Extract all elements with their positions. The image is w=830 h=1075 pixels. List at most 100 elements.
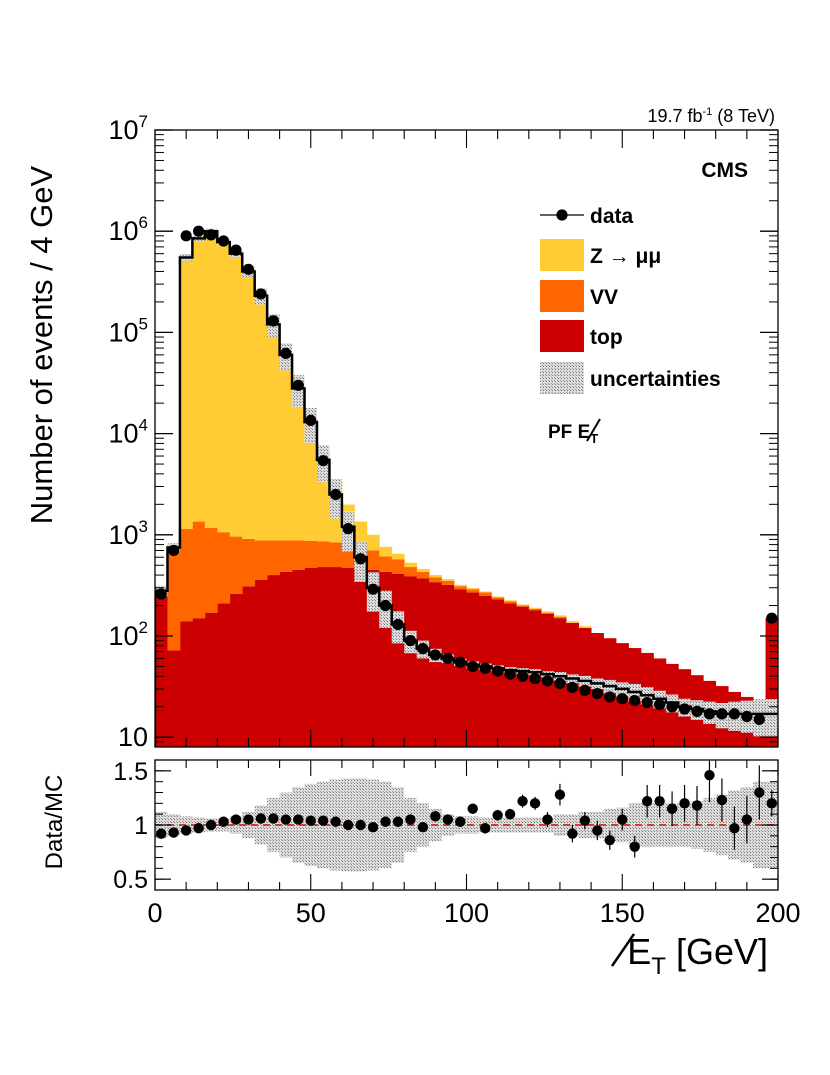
data-point bbox=[404, 635, 417, 647]
legend-label: VV bbox=[590, 286, 618, 309]
data-point bbox=[703, 708, 716, 720]
bar bbox=[466, 589, 480, 593]
bar bbox=[416, 571, 430, 579]
bar bbox=[416, 568, 430, 572]
ratio-point bbox=[741, 814, 753, 825]
ratio-y-tick-label: 1 bbox=[134, 812, 148, 840]
ratio-point bbox=[529, 798, 541, 809]
ratio-point bbox=[218, 816, 229, 827]
data-point bbox=[267, 315, 279, 327]
bar bbox=[167, 547, 181, 651]
data-point bbox=[417, 643, 429, 655]
bar bbox=[578, 626, 592, 628]
bar bbox=[267, 575, 280, 747]
bar bbox=[391, 559, 405, 574]
ratio-point bbox=[255, 813, 267, 824]
data-point bbox=[678, 703, 691, 715]
mc-total-outline bbox=[155, 229, 778, 747]
ratio-point bbox=[542, 814, 553, 825]
data-point bbox=[654, 698, 666, 711]
x-axis-title: ET [GeV] bbox=[627, 931, 768, 980]
bar bbox=[192, 238, 206, 522]
x-tick-label: 150 bbox=[600, 898, 645, 928]
lumi-exponent: -1 bbox=[703, 106, 713, 118]
data-point bbox=[180, 230, 192, 242]
y-tick-label: 104 bbox=[108, 416, 148, 449]
legend-item-uncertainties: uncertainties bbox=[540, 362, 721, 394]
bar bbox=[192, 618, 206, 747]
pf-met-label: PF ET bbox=[548, 422, 598, 446]
bar bbox=[292, 386, 305, 541]
bar bbox=[553, 616, 567, 619]
data-point bbox=[766, 612, 778, 624]
legend-label: top bbox=[590, 326, 623, 349]
data-point bbox=[280, 347, 292, 360]
bar bbox=[478, 592, 492, 596]
bar bbox=[441, 579, 455, 581]
pf-sub: T bbox=[590, 431, 598, 446]
ratio-point bbox=[691, 800, 703, 811]
pf-slash bbox=[586, 418, 601, 442]
bar bbox=[292, 569, 305, 747]
ratio-band-bin bbox=[503, 817, 517, 833]
data-point bbox=[728, 708, 740, 720]
bar bbox=[254, 579, 268, 747]
bar bbox=[379, 546, 393, 557]
bar bbox=[416, 578, 430, 747]
bar bbox=[503, 601, 517, 604]
main-axes: 10 102 103 104 105 106 107 bbox=[108, 112, 779, 752]
data-point bbox=[255, 288, 267, 300]
legend: data Z → μμ VV top uncertainties bbox=[540, 205, 721, 394]
ratio-point bbox=[641, 795, 653, 807]
ratio-point bbox=[405, 814, 416, 825]
ratio-band-bin bbox=[628, 803, 641, 847]
ratio-point bbox=[704, 769, 715, 781]
bar bbox=[229, 253, 243, 537]
ratio-point bbox=[666, 803, 678, 814]
x-axis-sub: T bbox=[651, 953, 666, 980]
bar bbox=[541, 611, 555, 613]
legend-swatch bbox=[540, 362, 584, 394]
bar bbox=[304, 419, 318, 541]
x-tick-label: 0 bbox=[147, 898, 162, 928]
data-point bbox=[753, 713, 765, 725]
pf-prefix: PF bbox=[548, 422, 572, 443]
bar bbox=[304, 567, 318, 747]
ratio-point bbox=[629, 841, 640, 852]
bar bbox=[192, 521, 206, 619]
bar bbox=[516, 604, 530, 606]
bar bbox=[566, 621, 580, 623]
legend-swatch bbox=[540, 320, 584, 352]
bar bbox=[217, 532, 231, 604]
data-point bbox=[566, 681, 579, 694]
x-tick-label: 100 bbox=[444, 898, 489, 928]
data-point bbox=[467, 660, 479, 673]
legend-swatch bbox=[540, 239, 584, 271]
ratio-point bbox=[367, 821, 379, 833]
bar bbox=[279, 571, 293, 747]
data-point bbox=[193, 225, 205, 237]
bar bbox=[379, 556, 393, 572]
ratio-point bbox=[180, 825, 192, 836]
ratio-point bbox=[554, 789, 566, 800]
bar bbox=[204, 235, 218, 528]
bar bbox=[404, 562, 418, 568]
bar bbox=[229, 536, 243, 594]
y-tick-label: 106 bbox=[108, 213, 148, 246]
bar bbox=[429, 577, 442, 583]
ratio-point bbox=[243, 814, 254, 825]
ratio-point bbox=[654, 795, 665, 807]
bar bbox=[404, 567, 418, 577]
data-point bbox=[442, 652, 454, 665]
ratio-point bbox=[617, 814, 628, 825]
data-point bbox=[741, 710, 753, 723]
ratio-point bbox=[318, 815, 329, 826]
data-point bbox=[516, 670, 529, 682]
bar bbox=[179, 257, 193, 530]
ratio-point bbox=[417, 821, 429, 833]
bar bbox=[366, 550, 380, 570]
bar bbox=[179, 621, 193, 747]
data-point bbox=[379, 599, 392, 612]
ratio-point bbox=[355, 819, 366, 831]
ratio-point bbox=[392, 816, 404, 827]
